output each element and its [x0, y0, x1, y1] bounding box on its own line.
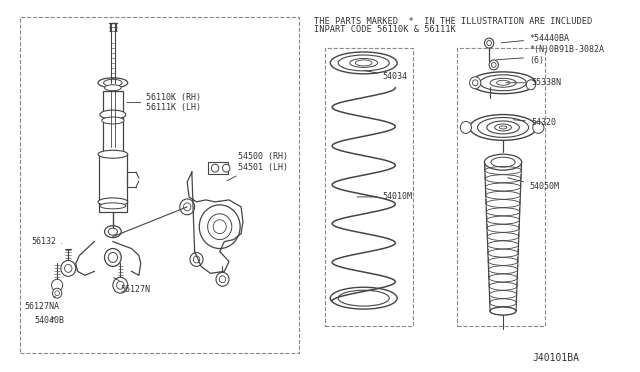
Circle shape	[65, 264, 72, 272]
Ellipse shape	[330, 287, 397, 309]
Circle shape	[526, 80, 536, 90]
Ellipse shape	[100, 110, 126, 119]
Ellipse shape	[355, 60, 372, 66]
Ellipse shape	[104, 79, 122, 86]
Bar	[207, 162, 228, 174]
Ellipse shape	[104, 226, 121, 238]
Circle shape	[484, 38, 494, 48]
Ellipse shape	[487, 121, 519, 134]
Text: 54050M: 54050M	[508, 178, 559, 192]
Ellipse shape	[98, 198, 128, 206]
Circle shape	[108, 253, 118, 262]
Bar	[324, 48, 413, 326]
Circle shape	[52, 288, 62, 298]
Text: 55338N: 55338N	[506, 78, 561, 87]
Ellipse shape	[490, 307, 516, 315]
Ellipse shape	[491, 157, 515, 167]
Bar	[99, 154, 127, 212]
Circle shape	[104, 248, 121, 266]
Ellipse shape	[495, 124, 511, 131]
Circle shape	[193, 256, 200, 263]
Text: 54320: 54320	[513, 118, 556, 127]
Ellipse shape	[499, 126, 507, 129]
Text: 54034: 54034	[365, 70, 407, 81]
Text: 54040B: 54040B	[34, 317, 64, 326]
Text: 56110K (RH)
56111K (LH): 56110K (RH) 56111K (LH)	[127, 93, 202, 112]
Circle shape	[52, 279, 63, 291]
Text: 54010M: 54010M	[357, 192, 412, 201]
Circle shape	[113, 277, 128, 293]
Bar	[102, 91, 123, 152]
Circle shape	[61, 260, 76, 276]
Text: 56127N: 56127N	[113, 278, 150, 294]
Circle shape	[220, 276, 226, 283]
Ellipse shape	[98, 78, 128, 88]
Circle shape	[472, 80, 478, 86]
Circle shape	[532, 122, 544, 134]
Text: *54440BA: *54440BA	[501, 33, 569, 43]
Circle shape	[460, 122, 472, 134]
Circle shape	[487, 41, 492, 45]
Text: 56127NA: 56127NA	[24, 296, 60, 311]
Ellipse shape	[484, 154, 522, 170]
Ellipse shape	[98, 150, 128, 158]
Ellipse shape	[480, 75, 526, 91]
Circle shape	[116, 281, 124, 289]
Circle shape	[190, 253, 203, 266]
Circle shape	[223, 164, 230, 172]
Ellipse shape	[104, 85, 121, 91]
Ellipse shape	[497, 80, 509, 85]
Circle shape	[489, 60, 499, 70]
Bar	[20, 17, 299, 353]
Circle shape	[199, 205, 240, 248]
Ellipse shape	[470, 115, 536, 140]
Bar	[456, 48, 545, 326]
Ellipse shape	[100, 203, 126, 209]
Circle shape	[207, 214, 232, 240]
Ellipse shape	[108, 228, 118, 235]
Circle shape	[55, 291, 60, 296]
Circle shape	[492, 62, 496, 67]
Ellipse shape	[338, 290, 389, 306]
Text: THE PARTS MARKED  *  IN THE ILLUSTRATION ARE INCLUDED: THE PARTS MARKED * IN THE ILLUSTRATION A…	[314, 17, 592, 26]
Ellipse shape	[330, 52, 397, 74]
Circle shape	[184, 203, 191, 211]
Ellipse shape	[470, 72, 536, 94]
Text: 54500 (RH)
54501 (LH): 54500 (RH) 54501 (LH)	[227, 153, 288, 181]
Ellipse shape	[338, 55, 389, 71]
Ellipse shape	[350, 58, 378, 67]
Text: J40101BA: J40101BA	[532, 353, 579, 363]
Circle shape	[470, 77, 481, 89]
Ellipse shape	[490, 78, 516, 87]
Circle shape	[213, 220, 226, 234]
Text: INPART CODE 56110K & 56111K: INPART CODE 56110K & 56111K	[314, 25, 455, 34]
Circle shape	[180, 199, 195, 215]
Circle shape	[216, 272, 229, 286]
Text: *(N)0B91B-3082A
(6): *(N)0B91B-3082A (6)	[497, 45, 604, 65]
Circle shape	[211, 164, 219, 172]
Ellipse shape	[102, 117, 124, 124]
Ellipse shape	[477, 118, 529, 137]
Text: 56132: 56132	[31, 237, 62, 246]
